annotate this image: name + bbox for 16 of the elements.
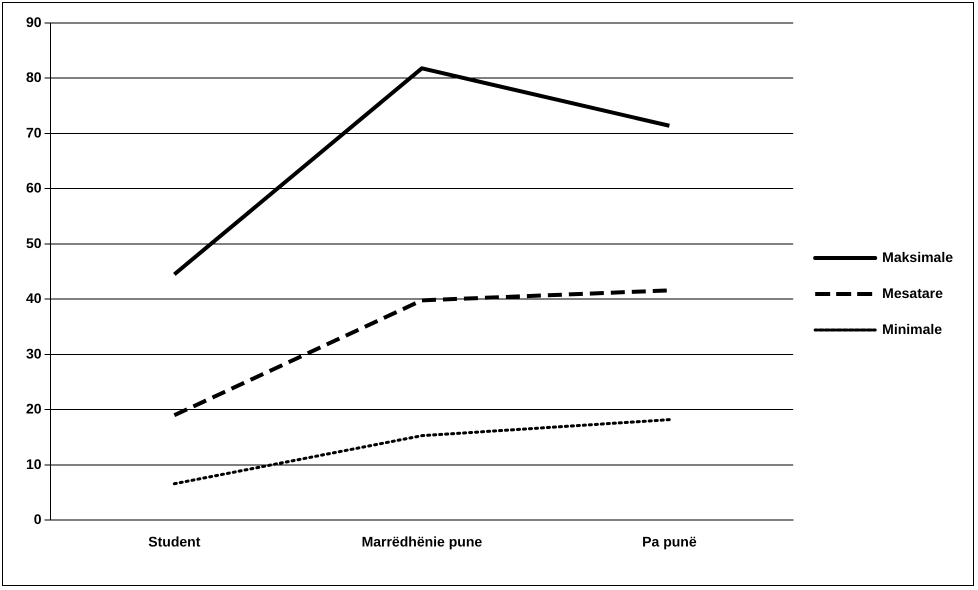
x-tick-label: Student (148, 533, 201, 550)
y-tick-label: 90 (26, 14, 42, 30)
legend-label: Minimale (882, 320, 942, 337)
y-tick-label: 30 (26, 345, 42, 362)
legend-label: Maksimale (882, 248, 954, 265)
x-tick-label: Pa punë (642, 533, 697, 550)
legend-label: Mesatare (882, 284, 944, 301)
y-tick-label: 80 (26, 69, 42, 86)
y-tick-label: 70 (26, 124, 42, 140)
x-tick-label: Marrëdhënie pune (362, 533, 482, 550)
y-tick-label: 20 (26, 400, 42, 417)
y-tick-label: 50 (26, 234, 42, 251)
y-tick-label: 60 (26, 180, 42, 196)
y-tick-label: 10 (26, 456, 42, 472)
y-tick-label: 0 (34, 511, 42, 528)
y-tick-label: 40 (26, 290, 42, 306)
